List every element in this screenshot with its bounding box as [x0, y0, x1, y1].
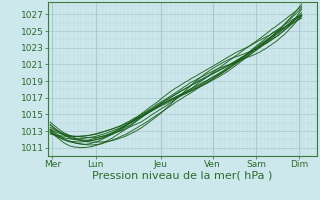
X-axis label: Pression niveau de la mer( hPa ): Pression niveau de la mer( hPa ) [92, 171, 273, 181]
